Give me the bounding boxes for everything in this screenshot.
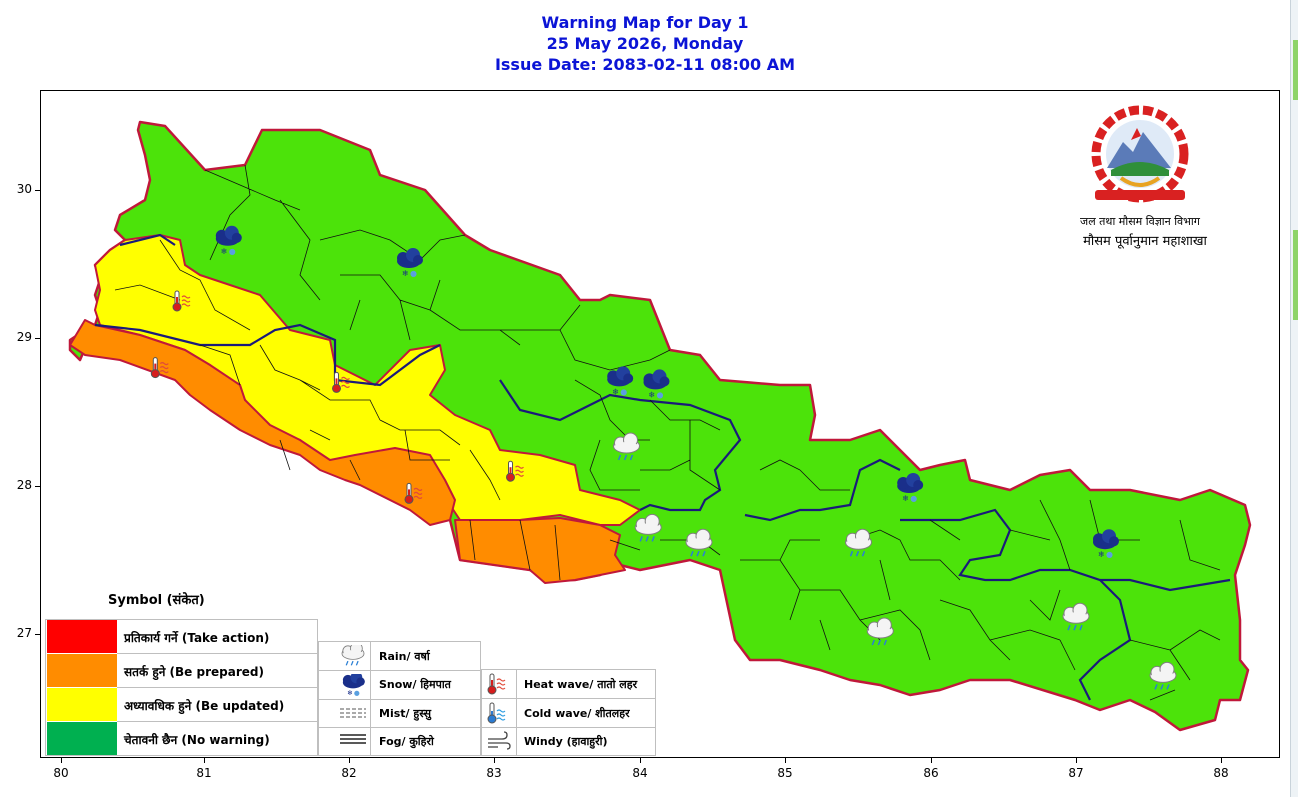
- x-tick-mark: [1221, 758, 1222, 763]
- rain-icon: [341, 645, 365, 666]
- legend-label-be-prepared: सतर्क हुने (Be prepared): [124, 665, 264, 679]
- map-zone-be-prepared-central: [454, 517, 626, 584]
- x-tick-mark: [785, 758, 786, 763]
- x-tick-mark: [204, 758, 205, 763]
- legend-swatch-be-updated: [47, 688, 117, 721]
- x-tick-81: 81: [196, 766, 212, 780]
- map-zone-be-prepared-west: [69, 319, 456, 526]
- x-tick-mark: [494, 758, 495, 763]
- legend-symbol-windy: Windy (हावाहुरी): [524, 735, 608, 748]
- legend-swatch-no-warning: [47, 722, 117, 755]
- x-tick-83: 83: [486, 766, 502, 780]
- org-name-line1: जल तथा मौसम विज्ञान विभाग: [1080, 215, 1200, 228]
- heat-wave-icon: [487, 673, 506, 695]
- x-tick-87: 87: [1068, 766, 1084, 780]
- x-tick-mark: [61, 758, 62, 763]
- org-name-line2: मौसम पूर्वानुमान महाशाखा: [1083, 234, 1207, 249]
- legend-symbol-heat-wave: Heat wave/ तातो लहर: [524, 678, 638, 691]
- legend-swatch-take-action: [47, 620, 117, 653]
- province-borders: [94, 233, 1231, 701]
- x-tick-mark: [349, 758, 350, 763]
- y-tick-29: 29: [16, 330, 32, 344]
- x-tick-mark: [640, 758, 641, 763]
- legend-symbols-left-box: [318, 641, 481, 756]
- y-tick-mark: [35, 486, 40, 487]
- x-tick-80: 80: [53, 766, 69, 780]
- x-tick-86: 86: [923, 766, 939, 780]
- y-tick-27: 27: [16, 626, 32, 640]
- x-tick-82: 82: [341, 766, 357, 780]
- windy-icon: [488, 731, 511, 750]
- map-title-line1: Warning Map for Day 1: [541, 13, 749, 32]
- y-tick-mark: [35, 338, 40, 339]
- legend-symbol-cold-wave: Cold wave/ शीतलहर: [524, 707, 630, 720]
- map-frame: [40, 90, 1280, 758]
- legend-swatch-be-prepared: [47, 654, 117, 687]
- legend-symbol-rain: Rain/ वर्षा: [379, 650, 430, 663]
- fog-icon: [340, 734, 366, 744]
- government-emblem-logo: [1091, 105, 1189, 203]
- y-tick-mark: [35, 190, 40, 191]
- x-tick-85: 85: [777, 766, 793, 780]
- adjacent-window-edge: [1290, 0, 1298, 797]
- y-tick-mark: [35, 634, 40, 635]
- legend-symbol-snow: Snow/ हिमपात: [379, 678, 451, 691]
- y-tick-28: 28: [16, 478, 32, 492]
- cold-wave-icon: [487, 702, 506, 724]
- x-tick-84: 84: [632, 766, 648, 780]
- district-borders: [114, 164, 1221, 701]
- legend-label-no-warning: चेतावनी छैन (No warning): [124, 733, 270, 747]
- legend-symbols-right-box: [481, 669, 656, 756]
- map-title-line2: 25 May 2026, Monday: [546, 34, 744, 53]
- legend-label-be-updated: अध्यावधिक हुने (Be updated): [124, 699, 285, 713]
- x-tick-88: 88: [1213, 766, 1229, 780]
- x-tick-mark: [931, 758, 932, 763]
- legend-label-take-action: प्रतिकार्य गर्ने (Take action): [124, 631, 270, 645]
- mist-icon: [340, 708, 366, 718]
- snow-icon: [342, 674, 365, 696]
- map-title-line3: Issue Date: 2083-02-11 08:00 AM: [494, 55, 796, 74]
- legend-title: Symbol (संकेत): [108, 593, 205, 608]
- x-tick-mark: [1076, 758, 1077, 763]
- legend-symbol-fog: Fog/ कुहिरो: [379, 735, 434, 748]
- y-tick-30: 30: [16, 182, 32, 196]
- legend-symbol-mist: Mist/ हुस्सु: [379, 707, 432, 720]
